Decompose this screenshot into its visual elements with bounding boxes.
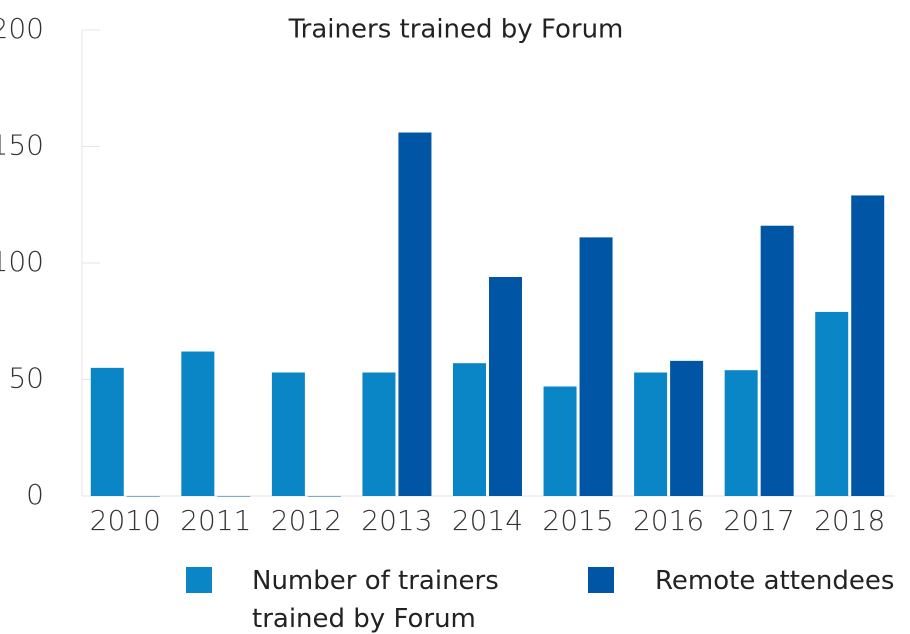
bar (181, 351, 215, 496)
x-tick-label: 2012 (271, 504, 342, 537)
bar (724, 370, 758, 496)
legend-label: Remote attendees (655, 566, 895, 596)
y-tick-label: 100 (0, 245, 44, 278)
bar (398, 132, 432, 496)
legend-label: Number of trainers trained by Forum (252, 566, 499, 634)
bar (362, 372, 396, 496)
bar (126, 496, 160, 497)
x-tick-label: 2013 (361, 504, 432, 537)
x-tick-label: 2017 (724, 504, 795, 537)
x-tick-label: 2011 (180, 504, 251, 537)
bar (543, 386, 577, 496)
bar (271, 372, 305, 496)
x-tick-label: 2016 (633, 504, 704, 537)
legend-swatch (588, 567, 614, 593)
y-tick-label: 200 (0, 12, 44, 45)
bar (90, 367, 124, 496)
bar (670, 360, 704, 496)
bar (815, 311, 849, 496)
bar (217, 496, 251, 497)
bar (489, 276, 522, 496)
y-tick-label: 50 (8, 362, 44, 395)
bar (851, 195, 885, 496)
bar (453, 363, 486, 496)
chart-title: Trainers trained by Forum (288, 15, 624, 45)
x-tick-label: 2018 (814, 504, 885, 537)
y-tick-label: 150 (0, 129, 44, 162)
bar (307, 496, 341, 497)
legend-swatch (186, 567, 212, 593)
x-tick-label: 2015 (542, 504, 613, 537)
y-tick-label: 0 (26, 478, 44, 511)
bar (760, 225, 794, 496)
bar (634, 372, 668, 496)
bar (579, 237, 613, 496)
x-tick-label: 2014 (452, 504, 523, 537)
x-tick-label: 2010 (90, 504, 161, 537)
